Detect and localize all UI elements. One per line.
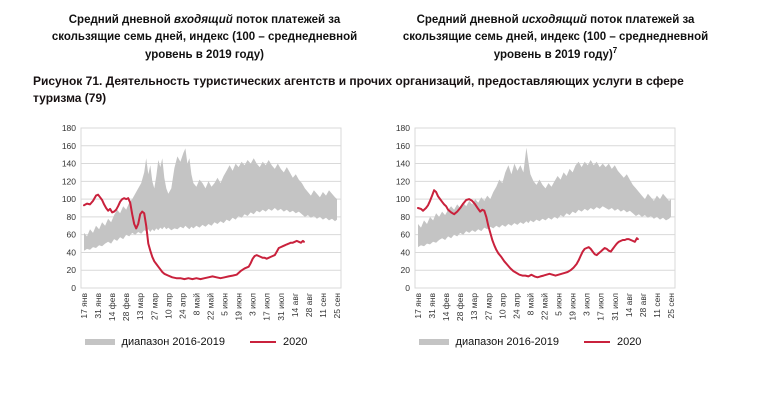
chart-incoming-block: 0 20 40 60 80 100 120 140 160 180 17 янв 31 янв 14 ф… (36, 118, 356, 348)
svg-text:100: 100 (396, 194, 410, 204)
line-swatch (583, 341, 610, 343)
svg-text:80: 80 (401, 212, 411, 222)
left-title-prefix: Средний дневной (68, 14, 174, 26)
right-chart-title: Средний дневной исходящий поток платежей… (393, 12, 718, 64)
chart-incoming-plot: 0 20 40 60 80 100 120 140 160 180 17 янв 31 янв 14 ф… (62, 123, 342, 322)
legend-line-label: 2020 (282, 336, 308, 348)
chart-incoming-legend: диапазон 2016-2019 2020 (36, 336, 356, 348)
svg-text:140: 140 (62, 159, 76, 169)
svg-text:22 май: 22 май (540, 293, 550, 320)
svg-text:31 июл: 31 июл (276, 293, 286, 321)
svg-text:28 фев: 28 фев (121, 293, 131, 322)
svg-text:8 май: 8 май (191, 293, 201, 316)
left-chart-title: Средний дневной входящий поток платежей … (42, 12, 367, 64)
legend-band-label: диапазон 2016-2019 (121, 336, 225, 348)
left-title-suffix: поток платежей за скользящие семь дней, … (51, 14, 358, 61)
svg-text:11 сен: 11 сен (318, 293, 328, 318)
svg-text:31 июл: 31 июл (610, 293, 620, 321)
svg-text:0: 0 (405, 283, 410, 293)
svg-text:27 мар: 27 мар (483, 293, 493, 320)
right-title-prefix: Средний дневной (416, 14, 522, 26)
right-title-footnote-marker: 7 (612, 45, 618, 55)
svg-text:20: 20 (401, 265, 411, 275)
chart-outgoing-plot: 0 20 40 60 80 100 120 140 160 180 17 янв 31 янв 14 ф… (396, 123, 676, 322)
svg-text:40: 40 (67, 247, 77, 257)
svg-text:31 янв: 31 янв (427, 293, 437, 319)
svg-text:10 апр: 10 апр (163, 293, 173, 319)
svg-text:24 апр: 24 апр (177, 293, 187, 319)
svg-text:19 июн: 19 июн (568, 293, 578, 321)
left-title-emphasis: входящий (174, 14, 233, 26)
svg-text:13 мар: 13 мар (469, 293, 479, 320)
svg-text:19 июн: 19 июн (234, 293, 244, 321)
band-swatch (84, 339, 115, 345)
svg-text:28 авг: 28 авг (304, 293, 314, 317)
svg-text:14 авг: 14 авг (624, 293, 634, 317)
legend-band-label: диапазон 2016-2019 (455, 336, 559, 348)
svg-text:0: 0 (71, 283, 76, 293)
svg-text:100: 100 (62, 194, 76, 204)
svg-text:22 май: 22 май (206, 293, 216, 320)
svg-text:120: 120 (62, 176, 76, 186)
svg-text:160: 160 (62, 141, 76, 151)
legend-line-label: 2020 (616, 336, 642, 348)
svg-text:17 янв: 17 янв (79, 293, 89, 319)
chart-outgoing-legend: диапазон 2016-2019 2020 (370, 336, 690, 348)
svg-text:14 авг: 14 авг (290, 293, 300, 317)
svg-text:180: 180 (62, 123, 76, 133)
svg-text:180: 180 (396, 123, 410, 133)
svg-text:3 июл: 3 июл (248, 293, 258, 316)
svg-text:5 июн: 5 июн (554, 293, 564, 316)
svg-text:10 апр: 10 апр (497, 293, 507, 319)
svg-text:17 июл: 17 июл (596, 293, 606, 321)
svg-text:60: 60 (67, 230, 77, 240)
svg-text:28 авг: 28 авг (638, 293, 648, 317)
svg-text:28 фев: 28 фев (455, 293, 465, 322)
svg-text:5 июн: 5 июн (220, 293, 230, 316)
svg-text:17 янв: 17 янв (413, 293, 423, 319)
svg-text:14 фев: 14 фев (107, 293, 117, 322)
svg-text:60: 60 (401, 230, 411, 240)
svg-text:3 июл: 3 июл (582, 293, 592, 316)
svg-text:31 янв: 31 янв (93, 293, 103, 319)
svg-text:8 май: 8 май (525, 293, 535, 316)
svg-text:140: 140 (396, 159, 410, 169)
svg-text:20: 20 (67, 265, 77, 275)
right-title-suffix: поток платежей за скользящие семь дней, … (402, 14, 709, 61)
svg-text:40: 40 (401, 247, 411, 257)
svg-text:25 сен: 25 сен (332, 293, 342, 319)
svg-text:160: 160 (396, 141, 410, 151)
line-swatch (249, 341, 276, 343)
svg-text:120: 120 (396, 176, 410, 186)
svg-text:80: 80 (67, 212, 77, 222)
svg-text:17 июл: 17 июл (262, 293, 272, 321)
svg-text:11 сен: 11 сен (652, 293, 662, 318)
svg-text:13 мар: 13 мар (135, 293, 145, 320)
svg-text:14 фев: 14 фев (441, 293, 451, 322)
figure-caption: Рисунок 71. Деятельность туристических а… (33, 73, 684, 106)
svg-text:27 мар: 27 мар (149, 293, 159, 320)
band-swatch (418, 339, 449, 345)
chart-titles-row: Средний дневной входящий поток платежей … (0, 0, 761, 64)
chart-outgoing-block: 0 20 40 60 80 100 120 140 160 180 17 янв 31 янв 14 ф… (370, 118, 690, 348)
charts-row: 0 20 40 60 80 100 120 140 160 180 17 янв 31 янв 14 ф… (36, 118, 690, 348)
right-title-emphasis: исходящий (521, 14, 587, 26)
svg-text:25 сен: 25 сен (666, 293, 676, 319)
svg-text:24 апр: 24 апр (511, 293, 521, 319)
